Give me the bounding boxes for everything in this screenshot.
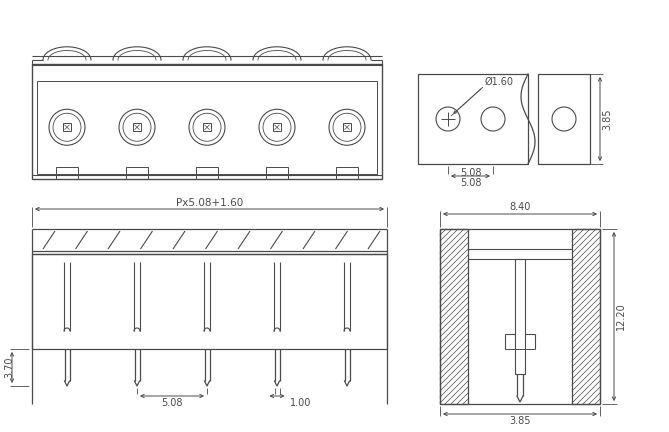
Bar xyxy=(196,167,218,179)
Text: 5.08: 5.08 xyxy=(460,178,481,188)
Bar xyxy=(133,123,141,131)
Bar xyxy=(572,229,600,404)
Bar xyxy=(56,167,78,179)
Text: 3.85: 3.85 xyxy=(602,108,612,130)
Bar xyxy=(273,123,281,131)
Bar xyxy=(266,167,288,179)
Bar xyxy=(63,123,71,131)
Bar xyxy=(203,123,211,131)
Text: 3.70: 3.70 xyxy=(4,357,14,378)
Bar xyxy=(440,229,600,404)
Text: 12.20: 12.20 xyxy=(616,303,626,330)
Bar xyxy=(440,229,468,404)
Bar xyxy=(32,254,387,349)
Bar xyxy=(126,167,148,179)
Bar xyxy=(343,123,351,131)
Text: 3.85: 3.85 xyxy=(509,416,531,426)
Bar xyxy=(418,74,528,164)
Bar xyxy=(515,259,525,374)
Bar xyxy=(37,81,377,174)
Bar xyxy=(336,167,358,179)
Text: 5.08: 5.08 xyxy=(460,168,481,178)
Bar xyxy=(538,74,590,164)
Text: 1.00: 1.00 xyxy=(290,398,311,408)
Text: Ø1.60: Ø1.60 xyxy=(485,77,514,87)
Text: 5.08: 5.08 xyxy=(161,398,183,408)
Bar xyxy=(32,64,382,179)
Text: 8.40: 8.40 xyxy=(509,202,531,212)
Text: Px5.08+1.60: Px5.08+1.60 xyxy=(176,198,243,208)
